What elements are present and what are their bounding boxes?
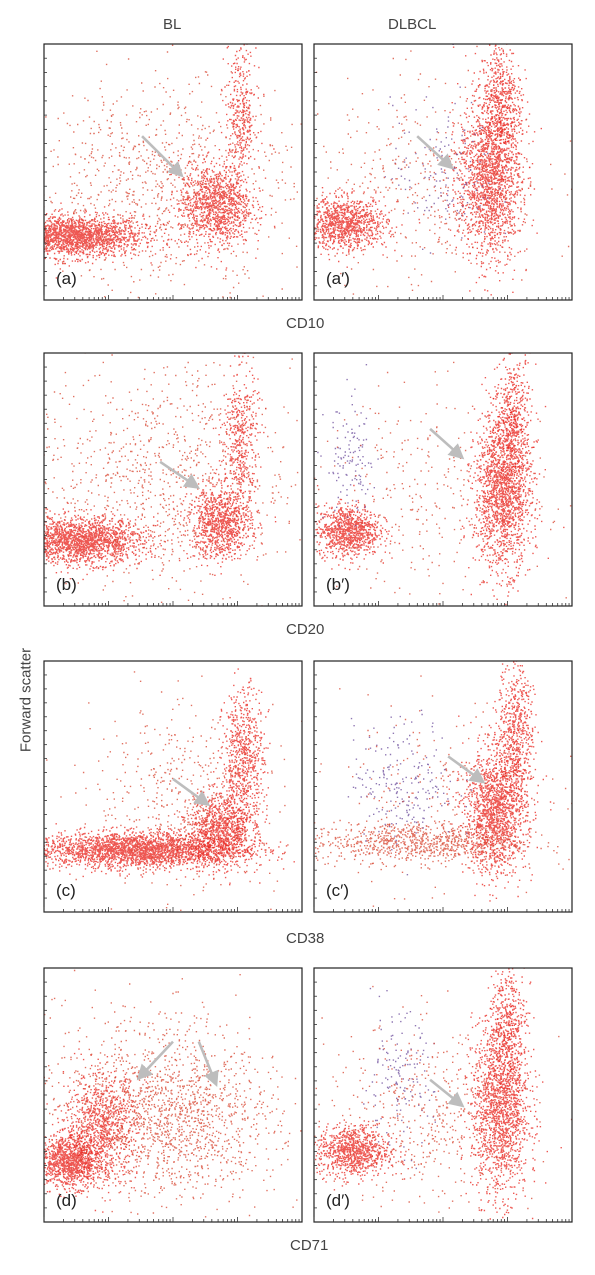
population-3 [485,968,532,1115]
scatter-panel-5: (c) [43,660,303,913]
population-arrow-2 [197,1041,219,1087]
event-dots [44,353,301,606]
scatter-panel-6: (c′) [313,660,573,913]
panel-frame [313,43,573,301]
population-3 [212,353,267,549]
panel-frame [313,967,573,1223]
scatter-panel-1: (a) [43,43,303,301]
population-3 [471,44,536,195]
population-1 [314,1116,409,1191]
population-4 [46,671,302,911]
panel-label: (b) [56,575,77,594]
population-4 [44,44,302,300]
population-arrow-1 [159,460,201,489]
panel-label: (b′) [326,575,350,594]
axis-ticks [313,366,570,606]
event-dots [44,44,302,300]
population-1 [44,811,295,878]
population-1 [314,484,401,571]
marker-label-cd20: CD20 [286,621,325,638]
population-4 [44,353,301,606]
population-5 [314,361,572,605]
panel-label: (c) [56,881,76,900]
event-dots [44,668,302,911]
population-arrow-1 [429,1078,465,1108]
axis-ticks [313,674,570,912]
population-3 [314,805,560,874]
population-1 [446,682,552,902]
population-4 [347,709,473,876]
axis-ticks [313,57,570,300]
population-1 [44,502,215,581]
panel-label: (c′) [326,881,349,900]
population-arrow-1 [429,427,465,460]
event-dots [314,353,572,606]
population-2 [171,464,277,576]
axis-ticks [43,674,300,912]
event-dots [44,969,302,1218]
population-3 [216,668,271,874]
population-2 [46,1048,167,1213]
scatter-panel-7: (d) [43,967,303,1223]
axis-ticks [43,981,300,1222]
marker-label-cd10: CD10 [286,315,325,332]
population-2 [488,661,544,823]
axis-ticks [43,366,300,606]
column-header-dlbcl: DLBCL [388,16,437,33]
panel-frame [43,352,303,607]
panel-frame [43,43,303,301]
column-header-bl: BL [163,16,182,33]
axis-ticks [43,57,300,300]
population-arrow-1 [141,135,184,178]
scatter-panel-8: (d′) [313,967,573,1223]
population-1 [44,1119,138,1201]
population-1 [44,202,183,279]
population-2 [438,46,542,296]
population-5 [314,45,572,295]
population-3 [485,353,547,521]
population-4 [317,364,379,535]
population-5 [319,675,572,907]
population-1 [314,180,421,268]
panel-label: (a′) [326,269,350,288]
event-dots [314,968,572,1222]
marker-label-cd38: CD38 [286,930,325,947]
population-arrow-1 [172,777,211,807]
population-arrow-1 [416,135,454,170]
panel-frame [43,967,303,1223]
population-arrow-1 [136,1040,174,1081]
marker-label-cd71: CD71 [290,1237,329,1254]
scatter-panel-3: (b) [43,352,303,607]
panel-label: (d′) [326,1191,350,1210]
event-dots [314,44,572,296]
population-2 [461,366,565,606]
panel-label: (a) [56,269,77,288]
population-5 [314,985,572,1222]
scatter-panel-2: (a′) [313,43,573,301]
panel-frame [43,660,303,913]
scatter-panel-4: (b′) [313,352,573,607]
population-2 [161,131,276,271]
event-dots [314,661,572,907]
panel-label: (d) [56,1191,77,1210]
axis-ticks [313,981,570,1222]
population-arrow-1 [447,755,486,784]
population-2 [458,988,562,1220]
